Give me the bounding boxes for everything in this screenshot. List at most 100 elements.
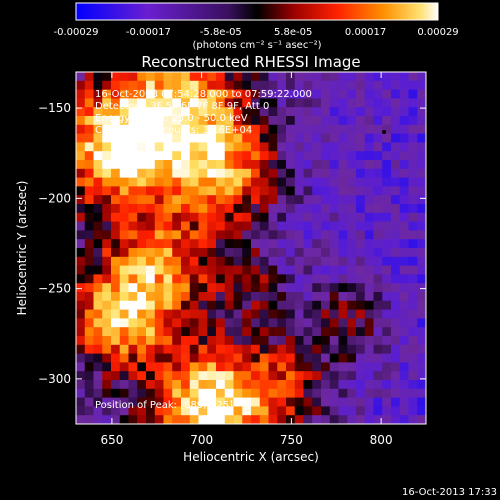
heatmap-cell (373, 344, 383, 354)
heatmap-cell (312, 80, 322, 90)
heatmap-cell (303, 327, 313, 337)
heatmap-cell (198, 89, 208, 99)
heatmap-cell (84, 195, 94, 205)
heatmap-cell (189, 239, 199, 249)
heatmap-cell (111, 397, 121, 407)
heatmap-cell (303, 107, 313, 117)
heatmap-cell (391, 230, 401, 240)
heatmap-cell (364, 221, 374, 231)
heatmap-cell (128, 116, 138, 126)
heatmap-cell (338, 116, 348, 126)
heatmap-cell (382, 274, 392, 284)
heatmap-cell (268, 124, 278, 134)
heatmap-cell (224, 212, 234, 222)
heatmap-cell (382, 265, 392, 275)
heatmap-cell (417, 318, 426, 328)
heatmap-cell (172, 142, 182, 152)
heatmap-cell (163, 160, 173, 170)
heatmap-cell (163, 274, 173, 284)
heatmap-cell (347, 336, 357, 346)
heatmap-cell (93, 274, 103, 284)
heatmap-cell (408, 248, 418, 258)
heatmap-cell (364, 80, 374, 90)
heatmap-cell (338, 300, 348, 310)
heatmap-cell (189, 380, 199, 390)
heatmap-cell (154, 72, 164, 82)
heatmap-cell (242, 89, 252, 99)
heatmap-cell (154, 336, 164, 346)
heatmap-cell (259, 336, 269, 346)
heatmap-cell (294, 230, 304, 240)
heatmap-cell (286, 248, 296, 258)
heatmap-cell (84, 168, 94, 178)
heatmap-cell (198, 309, 208, 319)
heatmap-cell (119, 371, 129, 381)
heatmap-cell (119, 256, 129, 266)
heatmap-cell (391, 406, 401, 416)
heatmap-cell (84, 336, 94, 346)
heatmap-cell (338, 353, 348, 363)
heatmap-cell (224, 309, 234, 319)
heatmap-cell (137, 116, 147, 126)
heatmap-cell (181, 177, 191, 187)
heatmap-cell (321, 397, 331, 407)
heatmap-cell (268, 212, 278, 222)
heatmap-cell (408, 274, 418, 284)
heatmap-cell (321, 248, 331, 258)
heatmap-cell (347, 204, 357, 214)
heatmap-cell (268, 133, 278, 143)
heatmap-cell (268, 72, 278, 82)
heatmap-cell (102, 415, 112, 424)
heatmap-cell (321, 406, 331, 416)
heatmap-cell (347, 142, 357, 152)
heatmap-cell (382, 300, 392, 310)
heatmap-cell (391, 160, 401, 170)
heatmap-cell (303, 221, 313, 231)
heatmap-cell (181, 133, 191, 143)
heatmap-cell (137, 160, 147, 170)
heatmap-cell (294, 344, 304, 354)
heatmap-cell (321, 283, 331, 293)
heatmap-cell (417, 397, 426, 407)
heatmap-cell (189, 124, 199, 134)
heatmap-cell (338, 415, 348, 424)
heatmap-cell (373, 256, 383, 266)
heatmap-cell (224, 151, 234, 161)
heatmap-cell (399, 406, 409, 416)
heatmap-cell (268, 195, 278, 205)
heatmap-cell (268, 89, 278, 99)
heatmap-cell (259, 186, 269, 196)
colorbar-tick-label: 0.00029 (417, 27, 458, 38)
heatmap-cell (154, 168, 164, 178)
heatmap-cell (216, 124, 226, 134)
heatmap-cell (224, 397, 234, 407)
heatmap-cell (128, 204, 138, 214)
heatmap-cell (268, 380, 278, 390)
heatmap-cell (154, 151, 164, 161)
heatmap-cell (207, 72, 217, 82)
heatmap-cell (382, 336, 392, 346)
heatmap-cell (399, 415, 409, 424)
heatmap-cell (391, 388, 401, 398)
heatmap-cell (356, 107, 366, 117)
heatmap-cell (181, 309, 191, 319)
heatmap-cell (259, 221, 269, 231)
heatmap-cell (216, 186, 226, 196)
heatmap-cell (303, 371, 313, 381)
heatmap-cell (76, 142, 86, 152)
heatmap-cell (312, 221, 322, 231)
heatmap-cell (76, 300, 86, 310)
heatmap-cell (399, 371, 409, 381)
heatmap-cell (364, 248, 374, 258)
heatmap-cell (154, 116, 164, 126)
heatmap-cell (303, 72, 313, 82)
heatmap-cell (163, 353, 173, 363)
heatmap-cell (259, 371, 269, 381)
heatmap-cell (382, 406, 392, 416)
heatmap-cell (233, 336, 243, 346)
heatmap-cell (84, 371, 94, 381)
heatmap-cell (268, 107, 278, 117)
heatmap-cell (111, 195, 121, 205)
heatmap-cell (198, 406, 208, 416)
heatmap-cell (321, 195, 331, 205)
